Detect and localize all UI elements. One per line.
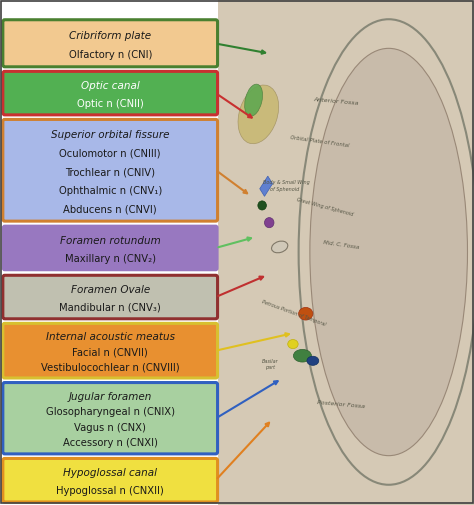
Text: Foramen rotundum: Foramen rotundum [60, 235, 161, 245]
Text: Glosopharyngeal n (CNIX): Glosopharyngeal n (CNIX) [46, 407, 175, 416]
Text: Jugular foramen: Jugular foramen [69, 391, 152, 401]
Text: Maxillary n (CNV₂): Maxillary n (CNV₂) [65, 253, 155, 263]
Text: Ophthalmic n (CNV₁): Ophthalmic n (CNV₁) [59, 185, 162, 195]
FancyBboxPatch shape [3, 120, 218, 222]
Ellipse shape [299, 308, 313, 320]
Text: Great Wing of Sphenoid: Great Wing of Sphenoid [296, 197, 354, 217]
FancyBboxPatch shape [3, 276, 218, 319]
Ellipse shape [264, 218, 274, 228]
Text: Optic n (CNII): Optic n (CNII) [77, 98, 144, 109]
Text: Abducens n (CNVI): Abducens n (CNVI) [64, 204, 157, 214]
FancyBboxPatch shape [3, 459, 218, 502]
Text: Internal acoustic meatus: Internal acoustic meatus [46, 331, 175, 341]
Text: Hypoglossal n (CNXII): Hypoglossal n (CNXII) [56, 485, 164, 495]
Ellipse shape [293, 349, 311, 363]
Text: Basilar
part: Basilar part [262, 358, 279, 369]
Text: Body & Small Wing: Body & Small Wing [264, 179, 310, 184]
Text: Vestibulocochlear n (CNVIII): Vestibulocochlear n (CNVIII) [41, 362, 180, 372]
Text: Anterior Fossa: Anterior Fossa [314, 96, 359, 106]
Text: Hypoglossal canal: Hypoglossal canal [63, 468, 157, 478]
FancyBboxPatch shape [3, 72, 218, 116]
Text: Petrous Portion of Temporal: Petrous Portion of Temporal [261, 299, 327, 327]
Text: Accessory n (CNXI): Accessory n (CNXI) [63, 438, 158, 447]
FancyBboxPatch shape [3, 226, 218, 271]
Ellipse shape [310, 49, 467, 456]
Text: Posterior Fossa: Posterior Fossa [317, 399, 365, 409]
Ellipse shape [272, 241, 288, 254]
FancyBboxPatch shape [3, 21, 218, 68]
Ellipse shape [258, 201, 266, 211]
Text: Superior orbital fissure: Superior orbital fissure [51, 130, 170, 140]
Text: Mid. C. Fossa: Mid. C. Fossa [323, 240, 360, 250]
Text: Trochlear n (CNIV): Trochlear n (CNIV) [65, 167, 155, 177]
Text: of Sphenoid: of Sphenoid [270, 187, 299, 192]
Text: Olfactory n (CNI): Olfactory n (CNI) [69, 49, 152, 60]
Text: Optic canal: Optic canal [81, 81, 139, 91]
Ellipse shape [307, 357, 319, 366]
Text: Orbital Plate of Frontal: Orbital Plate of Frontal [290, 135, 350, 148]
FancyBboxPatch shape [3, 383, 218, 454]
Text: Mandibular n (CNV₃): Mandibular n (CNV₃) [59, 302, 161, 312]
Polygon shape [218, 0, 474, 505]
Text: Foramen Ovale: Foramen Ovale [71, 285, 150, 295]
FancyBboxPatch shape [3, 324, 218, 378]
Text: Cribriform plate: Cribriform plate [69, 31, 151, 41]
Text: Facial n (CNVII): Facial n (CNVII) [73, 347, 148, 357]
Ellipse shape [238, 86, 279, 144]
Ellipse shape [288, 340, 298, 349]
Text: Vagus n (CNX): Vagus n (CNX) [74, 422, 146, 432]
Ellipse shape [245, 85, 263, 117]
Polygon shape [260, 177, 273, 197]
Text: Oculomotor n (CNIII): Oculomotor n (CNIII) [59, 148, 161, 159]
